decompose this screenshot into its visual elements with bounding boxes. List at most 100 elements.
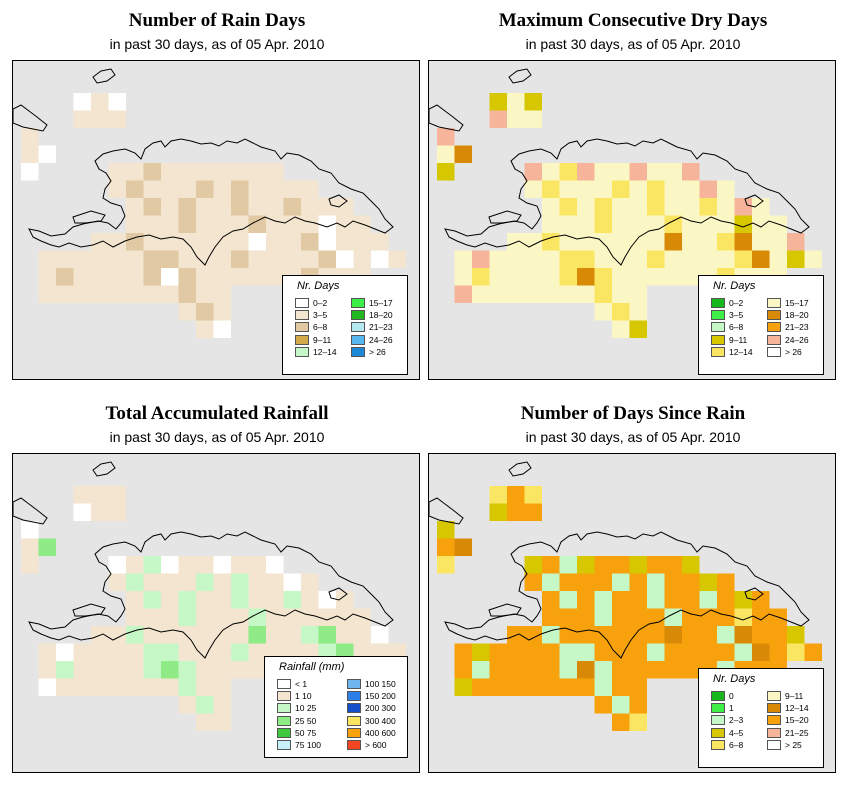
grid-cell	[38, 145, 56, 163]
map-rain-days	[12, 60, 420, 380]
grid-cell	[734, 198, 752, 216]
grid-cell	[577, 556, 595, 574]
map-canvas	[429, 461, 822, 731]
grid-cell	[371, 626, 389, 644]
grid-cell	[717, 626, 735, 644]
legend-title: Rainfall (mm)	[279, 661, 345, 673]
grid-cell	[594, 180, 612, 198]
grid-cell	[577, 163, 595, 181]
grid-cell	[682, 661, 700, 679]
legend-swatch	[347, 691, 361, 702]
grid-cell	[73, 250, 91, 268]
panel-title: Number of Days Since Rain	[520, 403, 746, 424]
legend-label: 6–8	[729, 739, 744, 750]
grid-cell	[594, 696, 612, 714]
grid-cell	[647, 250, 665, 268]
grid-cell	[524, 643, 542, 661]
grid-cell	[734, 591, 752, 609]
grid-cell	[231, 626, 249, 644]
grid-cell	[647, 591, 665, 609]
grid-cell	[594, 591, 612, 609]
grid-cell	[196, 163, 214, 181]
grid-cell	[161, 643, 179, 661]
grid-cell	[472, 678, 490, 696]
coastline-island	[429, 497, 464, 525]
grid-cell	[734, 233, 752, 251]
grid-cell	[108, 643, 126, 661]
grid-cell	[108, 233, 126, 251]
grid-cell	[524, 661, 542, 679]
grid-cell	[629, 285, 647, 303]
legend-label: 3–5	[729, 310, 744, 321]
grid-cell	[559, 268, 577, 286]
legend-label: 6–8	[729, 322, 744, 333]
grid-cell	[21, 128, 39, 146]
grid-cell	[769, 233, 787, 251]
legend-swatch	[767, 691, 781, 701]
grid-cell	[489, 93, 507, 111]
grid-cell	[266, 591, 284, 609]
grid-cell	[524, 626, 542, 644]
grid-cell	[699, 643, 717, 661]
grid-cell	[196, 198, 214, 216]
grid-cell	[489, 250, 507, 268]
grid-cell	[664, 233, 682, 251]
legend-label: 4–5	[729, 727, 744, 738]
grid-cell	[213, 626, 231, 644]
grid-cell	[73, 486, 91, 504]
grid-cell	[594, 233, 612, 251]
grid-cell	[178, 163, 196, 181]
grid-cell	[437, 521, 455, 539]
grid-cell	[161, 573, 179, 591]
grid-cell	[647, 180, 665, 198]
grid-cell	[318, 626, 336, 644]
grid-cell	[664, 556, 682, 574]
legend-label: 1	[729, 703, 734, 714]
grid-cell	[647, 573, 665, 591]
grid-cell	[629, 678, 647, 696]
grid-cell	[143, 250, 161, 268]
grid-cell	[161, 678, 179, 696]
grid-cell	[248, 608, 266, 626]
grid-cell	[283, 250, 301, 268]
grid-cell	[213, 678, 231, 696]
grid-cell	[559, 608, 577, 626]
grid-cell	[91, 643, 109, 661]
legend-swatch	[767, 727, 781, 738]
grid-cell	[231, 556, 249, 574]
grid-cell	[507, 93, 525, 111]
grid-cell	[213, 233, 231, 251]
grid-cell	[178, 556, 196, 574]
grid-cell	[213, 320, 231, 338]
legend-swatch	[347, 679, 361, 689]
coastline-hispaniola	[28, 531, 394, 659]
grid-cell	[787, 643, 805, 661]
grid-cell	[266, 626, 284, 644]
grid-cell	[126, 198, 144, 216]
grid-cell	[542, 163, 560, 181]
grid-cell	[612, 303, 630, 321]
grid-cell	[752, 215, 770, 233]
grid-cell	[559, 250, 577, 268]
grid-cell	[213, 163, 231, 181]
grid-cell	[489, 268, 507, 286]
grid-cell	[559, 215, 577, 233]
grid-cell	[647, 198, 665, 216]
grid-cell	[594, 556, 612, 574]
grid-cell	[161, 180, 179, 198]
map-canvas	[429, 68, 822, 338]
grid-cell	[524, 573, 542, 591]
grid-cell	[196, 250, 214, 268]
grid-cell	[682, 233, 700, 251]
grid-cell	[143, 608, 161, 626]
grid-cell	[682, 626, 700, 644]
grid-cell	[507, 110, 525, 128]
grid-cell	[629, 163, 647, 181]
grid-cell	[612, 215, 630, 233]
panel-title: Number of Rain Days	[128, 10, 306, 31]
grid-cell	[594, 626, 612, 644]
grid-cell	[682, 215, 700, 233]
grid-cell	[542, 198, 560, 216]
legend-label: 18–20	[369, 310, 393, 321]
grid-cell	[91, 93, 109, 111]
